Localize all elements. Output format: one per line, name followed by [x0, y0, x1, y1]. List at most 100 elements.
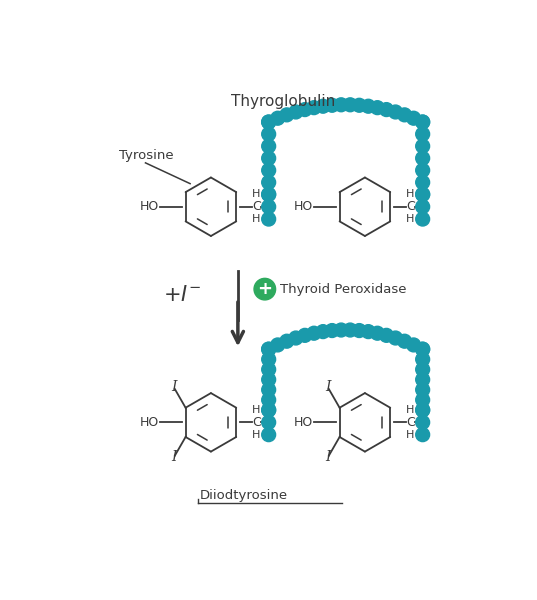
Text: Tyrosine: Tyrosine — [119, 149, 173, 161]
Circle shape — [371, 101, 384, 115]
Circle shape — [262, 393, 275, 407]
Circle shape — [262, 175, 275, 189]
Circle shape — [262, 200, 275, 214]
Circle shape — [416, 163, 430, 177]
Circle shape — [325, 323, 339, 337]
Text: H: H — [252, 190, 260, 199]
Circle shape — [271, 111, 285, 125]
Circle shape — [416, 187, 430, 202]
Circle shape — [316, 99, 330, 113]
Circle shape — [262, 373, 275, 386]
Circle shape — [262, 163, 275, 177]
Text: HO: HO — [139, 200, 158, 213]
Circle shape — [262, 362, 275, 376]
Circle shape — [361, 325, 375, 338]
Circle shape — [416, 428, 430, 442]
Circle shape — [262, 127, 275, 141]
Circle shape — [416, 115, 430, 129]
Circle shape — [262, 428, 275, 442]
Text: I: I — [325, 451, 330, 464]
Text: H: H — [252, 214, 260, 224]
Circle shape — [262, 187, 275, 202]
Circle shape — [416, 373, 430, 386]
Circle shape — [416, 342, 430, 356]
Circle shape — [262, 212, 275, 226]
Circle shape — [371, 326, 384, 340]
Text: C: C — [406, 200, 415, 213]
Circle shape — [262, 415, 275, 429]
Circle shape — [389, 331, 402, 345]
Circle shape — [262, 139, 275, 153]
Circle shape — [416, 403, 430, 417]
Text: C: C — [252, 416, 261, 429]
Circle shape — [343, 323, 357, 337]
Circle shape — [416, 200, 430, 214]
Text: Thyroglobulin: Thyroglobulin — [231, 94, 335, 109]
Text: Thyroid Peroxidase: Thyroid Peroxidase — [280, 283, 407, 296]
Circle shape — [325, 98, 339, 112]
Text: H: H — [406, 405, 415, 415]
Circle shape — [352, 98, 366, 112]
Circle shape — [389, 105, 402, 119]
Text: HO: HO — [139, 416, 158, 429]
Circle shape — [262, 342, 275, 356]
Text: $+\mathit{I}^{-}$: $+\mathit{I}^{-}$ — [163, 286, 201, 305]
Circle shape — [416, 342, 430, 356]
Circle shape — [262, 151, 275, 165]
Circle shape — [307, 101, 321, 115]
Circle shape — [416, 115, 430, 129]
Circle shape — [416, 393, 430, 407]
Circle shape — [416, 151, 430, 165]
Circle shape — [262, 352, 275, 366]
Text: H: H — [252, 405, 260, 415]
Circle shape — [262, 403, 275, 417]
Circle shape — [262, 187, 275, 202]
Circle shape — [343, 98, 357, 112]
Text: HO: HO — [293, 200, 313, 213]
Circle shape — [380, 328, 394, 342]
Circle shape — [380, 103, 394, 116]
Circle shape — [361, 99, 375, 113]
Circle shape — [334, 323, 348, 337]
Circle shape — [352, 323, 366, 337]
Text: I: I — [171, 451, 177, 464]
Text: Diiodtyrosine: Diiodtyrosine — [199, 489, 287, 502]
Circle shape — [416, 127, 430, 141]
Text: HO: HO — [293, 416, 313, 429]
Circle shape — [289, 331, 303, 345]
Circle shape — [316, 325, 330, 338]
Text: I: I — [171, 380, 177, 394]
Circle shape — [262, 383, 275, 397]
Circle shape — [416, 139, 430, 153]
Text: C: C — [406, 416, 415, 429]
Circle shape — [298, 328, 312, 342]
Circle shape — [397, 108, 411, 122]
Circle shape — [289, 105, 303, 119]
Text: C: C — [252, 200, 261, 213]
Circle shape — [262, 342, 275, 356]
Circle shape — [416, 212, 430, 226]
Circle shape — [407, 111, 420, 125]
Circle shape — [407, 338, 420, 352]
Text: +: + — [257, 280, 272, 298]
Circle shape — [262, 115, 275, 129]
Circle shape — [397, 334, 411, 348]
Circle shape — [298, 103, 312, 116]
Circle shape — [416, 187, 430, 202]
Circle shape — [334, 98, 348, 112]
Circle shape — [416, 383, 430, 397]
Circle shape — [416, 175, 430, 189]
Circle shape — [254, 278, 275, 300]
Text: H: H — [406, 214, 415, 224]
Circle shape — [416, 403, 430, 417]
Circle shape — [280, 108, 294, 122]
Text: H: H — [252, 430, 260, 440]
Text: H: H — [406, 190, 415, 199]
Circle shape — [416, 362, 430, 376]
Circle shape — [280, 334, 294, 348]
Circle shape — [307, 326, 321, 340]
Text: I: I — [325, 380, 330, 394]
Circle shape — [416, 415, 430, 429]
Circle shape — [271, 338, 285, 352]
Circle shape — [262, 403, 275, 417]
